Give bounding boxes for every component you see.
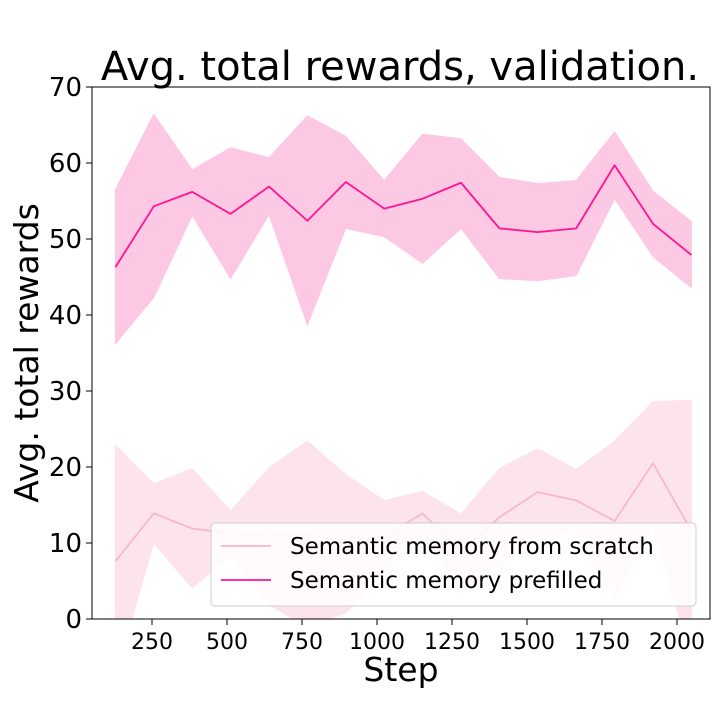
x-axis-label: Step (363, 650, 438, 689)
x-tick-label: 1000 (349, 630, 405, 655)
axes-frame (91, 86, 711, 620)
legend-label: Semantic memory from scratch (290, 534, 654, 560)
x-tick-label: 500 (206, 630, 248, 655)
legend-box (210, 522, 697, 607)
legend: Semantic memory from scratch Semantic mem… (210, 522, 697, 607)
y-tick-label: 0 (65, 605, 82, 635)
y-tick-label: 40 (49, 301, 82, 331)
x-tick-label: 1750 (574, 630, 630, 655)
x-tick-label: 750 (281, 630, 323, 655)
series-line-2 (114, 164, 692, 268)
y-axis-label: Avg. total rewards (7, 203, 46, 503)
x-tick-label: 1250 (424, 630, 480, 655)
y-tick-label: 70 (49, 73, 82, 103)
y-tick-label: 30 (49, 377, 82, 407)
legend-label: Semantic memory prefilled (290, 568, 602, 594)
y-tick-label: 60 (49, 149, 82, 179)
y-tick-label: 20 (49, 453, 82, 483)
y-tick-label: 10 (49, 529, 82, 559)
x-tick-label: 2000 (649, 630, 705, 655)
y-tick-label: 50 (49, 225, 82, 255)
chart-title: Avg. total rewards, validation. (101, 44, 699, 90)
x-tick-label: 1500 (499, 630, 555, 655)
x-tick-label: 250 (131, 630, 173, 655)
confidence-band-2 (114, 113, 692, 346)
